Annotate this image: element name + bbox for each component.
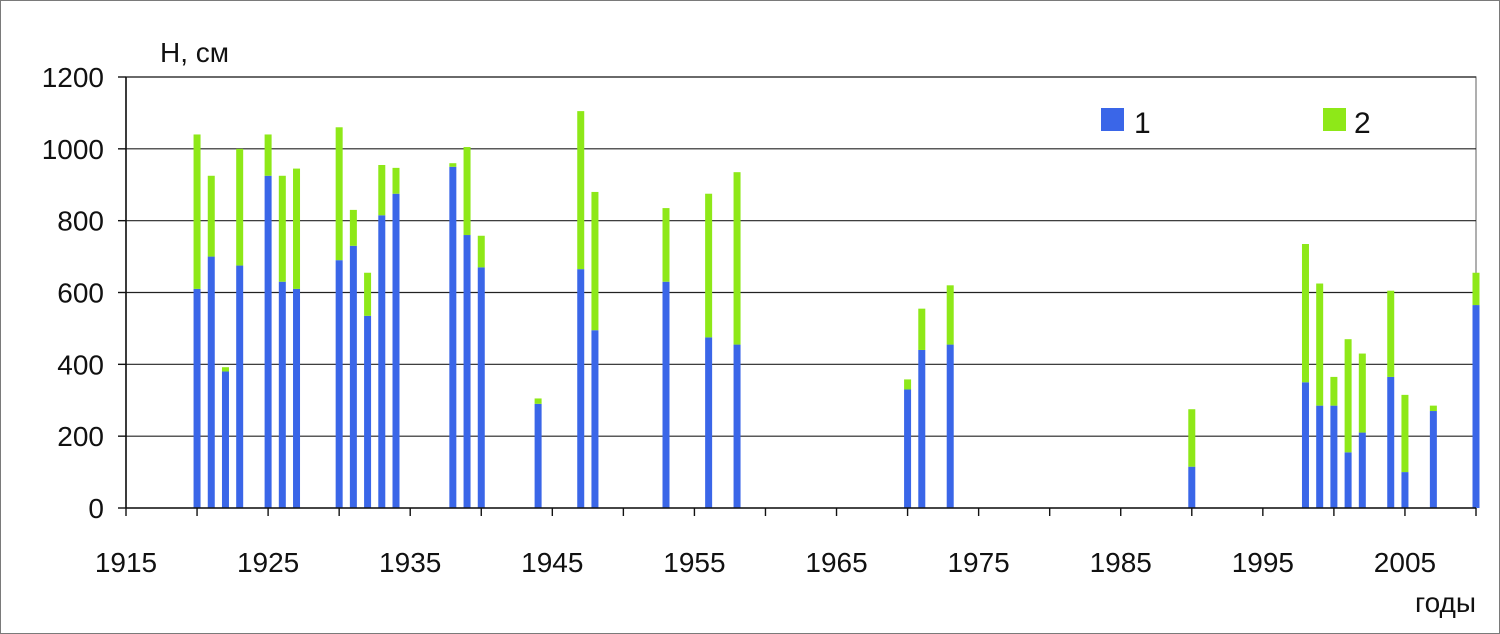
bar-series-1 [534, 403, 542, 508]
bar-series-2 [278, 175, 286, 282]
bar-series-2 [1344, 339, 1352, 453]
bar-series-2 [1358, 353, 1366, 433]
y-tick-label: 400 [57, 349, 104, 380]
bar-series-1 [364, 315, 372, 508]
bar-series-2 [591, 191, 599, 331]
bar-series-2 [577, 111, 585, 270]
bar-series-2 [1188, 409, 1196, 467]
bar-series-2 [264, 134, 272, 176]
bar-series-1 [1387, 376, 1395, 508]
y-tick-label: 1000 [42, 134, 104, 165]
bar-series-2 [1301, 244, 1309, 383]
bar-series-1 [1301, 382, 1309, 508]
bar-series-1 [733, 344, 741, 508]
x-tick-label: 1975 [947, 547, 1009, 578]
bar-series-1 [335, 260, 343, 508]
bar-series-1 [1330, 405, 1338, 508]
y-tick-label: 800 [57, 206, 104, 237]
legend-label-series-1: 1 [1134, 107, 1151, 140]
bar-series-1 [449, 166, 457, 508]
bar-series-2 [1429, 405, 1437, 412]
bar-series-2 [236, 148, 244, 266]
y-axis-title: Н, см [160, 37, 229, 68]
bar-series-1 [904, 389, 912, 508]
bar-series-1 [278, 281, 286, 508]
x-tick-label: 1945 [521, 547, 583, 578]
bar-series-1 [477, 267, 485, 508]
y-tick-label: 600 [57, 278, 104, 309]
bar-series-2 [349, 209, 357, 246]
bar-series-1 [193, 288, 201, 508]
x-tick-label: 2005 [1374, 547, 1436, 578]
bar-series-1 [264, 175, 272, 509]
bar-series-1 [378, 215, 386, 508]
bar-series-2 [904, 379, 912, 390]
bar-series-2 [946, 285, 954, 345]
y-tick-label: 1200 [42, 62, 104, 93]
bar-series-1 [1429, 411, 1437, 508]
bar-series-1 [1188, 466, 1196, 508]
bar-series-1 [1344, 452, 1352, 508]
bar-series-2 [463, 147, 471, 236]
bar-series-1 [349, 245, 357, 508]
y-tick-label: 200 [57, 421, 104, 452]
bar-series-2 [335, 127, 343, 261]
bar-series-2 [918, 308, 926, 350]
bar-series-1 [236, 265, 244, 508]
x-axis-title: годы [1415, 587, 1476, 618]
bar-series-2 [662, 208, 670, 282]
bar-series-2 [705, 193, 713, 338]
bar-series-2 [1316, 283, 1324, 406]
bar-series-2 [733, 172, 741, 345]
bar-series-2 [1401, 394, 1409, 473]
bar-series-2 [1472, 272, 1480, 306]
grid-lines [125, 76, 1477, 509]
bar-series-1 [1472, 305, 1480, 508]
y-tick-label: 0 [88, 493, 104, 524]
bar-series-1 [392, 193, 400, 508]
bar-series-1 [662, 281, 670, 508]
legend: 1 2 [1101, 107, 1371, 140]
bars [193, 111, 1480, 509]
x-tick-label: 1935 [379, 547, 441, 578]
axes [118, 76, 1477, 516]
bar-series-1 [591, 330, 599, 508]
bar-series-2 [378, 164, 386, 216]
bar-series-2 [392, 167, 400, 194]
bar-series-2 [449, 163, 457, 167]
bar-series-2 [193, 134, 201, 289]
legend-swatch-series-2 [1323, 108, 1346, 131]
bar-series-2 [1330, 376, 1338, 406]
bar-series-1 [577, 269, 585, 508]
bar-series-1 [918, 349, 926, 508]
legend-label-series-2: 2 [1354, 107, 1371, 140]
tick-labels: 0 200 400 600 800 1000 1200 1915 1925 1935 1945 195… [42, 62, 1436, 578]
x-tick-label: 1995 [1232, 547, 1294, 578]
legend-swatch-series-1 [1101, 108, 1124, 131]
bar-series-1 [207, 256, 215, 508]
x-tick-label: 1985 [1090, 547, 1152, 578]
bar-series-2 [1387, 290, 1395, 377]
bar-series-1 [1316, 405, 1324, 508]
bar-series-2 [364, 272, 372, 316]
x-tick-label: 1915 [95, 547, 157, 578]
bar-series-1 [1401, 472, 1409, 508]
bar-series-1 [1358, 432, 1366, 508]
bar-series-1 [221, 371, 229, 508]
x-tick-label: 1925 [237, 547, 299, 578]
bar-series-2 [207, 175, 215, 257]
bar-series-1 [463, 235, 471, 509]
bar-series-2 [221, 367, 229, 372]
bar-series-2 [534, 398, 542, 404]
bar-series-2 [477, 235, 485, 268]
bar-series-1 [705, 337, 713, 508]
bar-series-1 [293, 288, 301, 508]
bar-series-1 [946, 344, 954, 508]
x-tick-label: 1965 [805, 547, 867, 578]
x-tick-label: 1955 [663, 547, 725, 578]
bar-series-2 [293, 168, 301, 289]
